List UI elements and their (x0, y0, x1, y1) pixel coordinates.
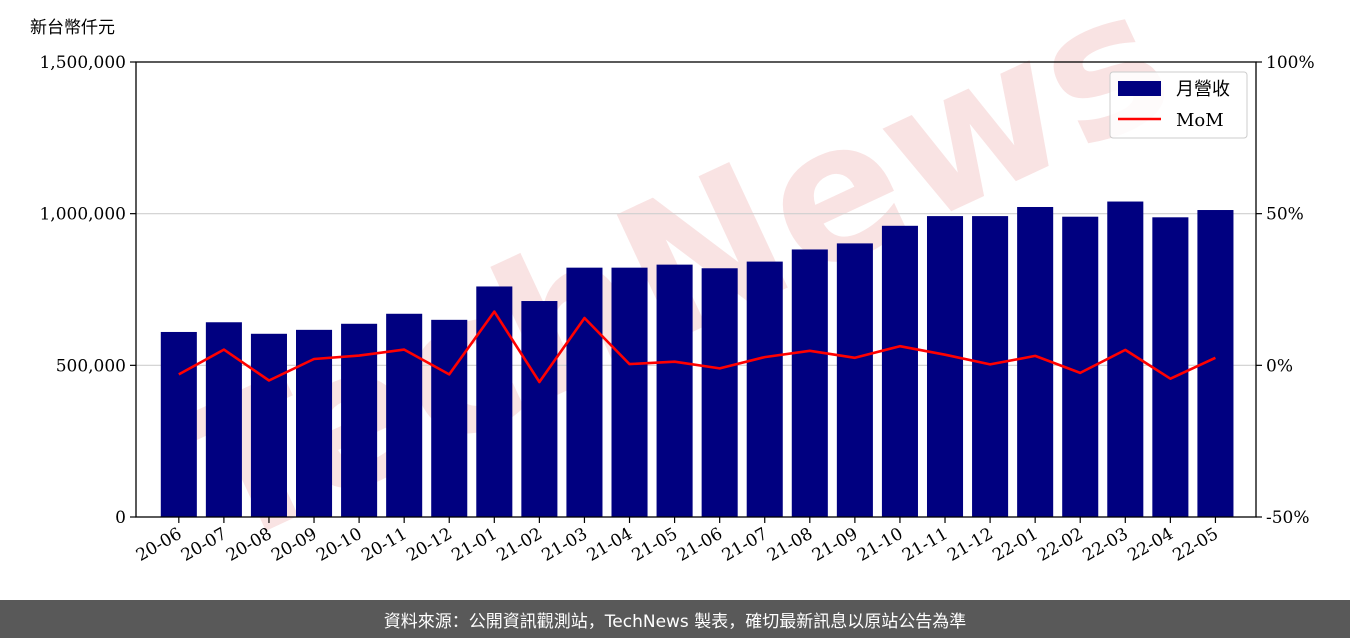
right-tick-label-3: 100% (1266, 53, 1315, 73)
x-tick-label-21-05: 21-05 (629, 524, 681, 566)
legend-swatch-revenue (1118, 81, 1161, 96)
bar-21-01 (476, 286, 513, 517)
bar-21-02 (521, 301, 558, 517)
revenue-chart: TechNews 0500,0001,000,0001,500,000-50%0… (30, 0, 1315, 591)
source-footer: 資料來源：公開資訊觀測站，TechNews 製表，確切最新訊息以原站公告為準 (0, 600, 1350, 638)
x-tick-label-21-03: 21-03 (539, 524, 591, 566)
x-tick-label-20-06: 20-06 (133, 524, 185, 566)
left-tick-label-1: 500,000 (56, 356, 126, 376)
x-tick-label-22-03: 22-03 (1079, 524, 1131, 566)
bar-21-06 (701, 268, 738, 517)
x-tick-label-21-01: 21-01 (448, 524, 500, 566)
bar-21-05 (656, 264, 693, 517)
x-tick-label-22-04: 22-04 (1124, 524, 1176, 566)
bar-20-08 (250, 333, 287, 517)
x-tick-label-21-10: 21-10 (854, 524, 906, 566)
bar-22-04 (1152, 217, 1189, 517)
x-tick-label-21-06: 21-06 (674, 524, 726, 566)
legend-label-revenue: 月營收 (1176, 79, 1230, 100)
right-tick-label-1: 0% (1266, 356, 1293, 376)
footer-text: 資料來源：公開資訊觀測站，TechNews 製表，確切最新訊息以原站公告為準 (383, 611, 967, 632)
right-tick-label-0: -50% (1266, 508, 1310, 528)
plot-frame (135, 61, 1257, 518)
x-tick-label-21-08: 21-08 (764, 524, 816, 566)
bar-21-11 (926, 216, 964, 518)
bar-21-04 (611, 267, 648, 517)
bar-20-06 (160, 331, 197, 517)
left-tick-label-0: 0 (115, 508, 126, 528)
x-tick-label-21-11: 21-11 (899, 524, 951, 566)
bar-21-12 (972, 216, 1009, 518)
bar-21-09 (836, 243, 873, 518)
bar-20-11 (386, 313, 423, 517)
bar-21-08 (791, 249, 828, 517)
x-tick-label-22-05: 22-05 (1169, 524, 1221, 566)
bar-21-03 (566, 267, 603, 517)
x-tick-label-21-02: 21-02 (493, 524, 545, 566)
bar-22-03 (1107, 201, 1144, 518)
x-tick-label-22-02: 22-02 (1034, 524, 1086, 566)
left-tick-label-3: 1,500,000 (39, 53, 126, 73)
x-tick-label-21-04: 21-04 (584, 524, 636, 566)
legend: 月營收 MoM (1109, 71, 1248, 139)
x-tick-label-21-07: 21-07 (719, 524, 771, 566)
x-tick-label-21-12: 21-12 (944, 524, 996, 566)
x-tick-label-20-07: 20-07 (178, 524, 230, 566)
x-tick-label-22-01: 22-01 (989, 524, 1041, 566)
right-tick-label-2: 50% (1266, 205, 1304, 225)
left-tick-label-2: 1,000,000 (39, 205, 126, 225)
y-axis-unit-label: 新台幣仟元 (30, 18, 115, 38)
mom-line-series (178, 310, 1216, 384)
mom-line (178, 310, 1216, 384)
x-tick-label-20-12: 20-12 (403, 524, 455, 566)
bar-20-12 (431, 319, 468, 517)
bar-21-10 (881, 225, 918, 518)
bar-21-07 (746, 261, 783, 517)
bar-20-09 (296, 329, 333, 517)
bar-22-01 (1017, 206, 1054, 517)
bar-20-07 (205, 322, 242, 517)
legend-label-mom: MoM (1176, 110, 1224, 131)
x-tick-label-21-09: 21-09 (809, 524, 861, 566)
